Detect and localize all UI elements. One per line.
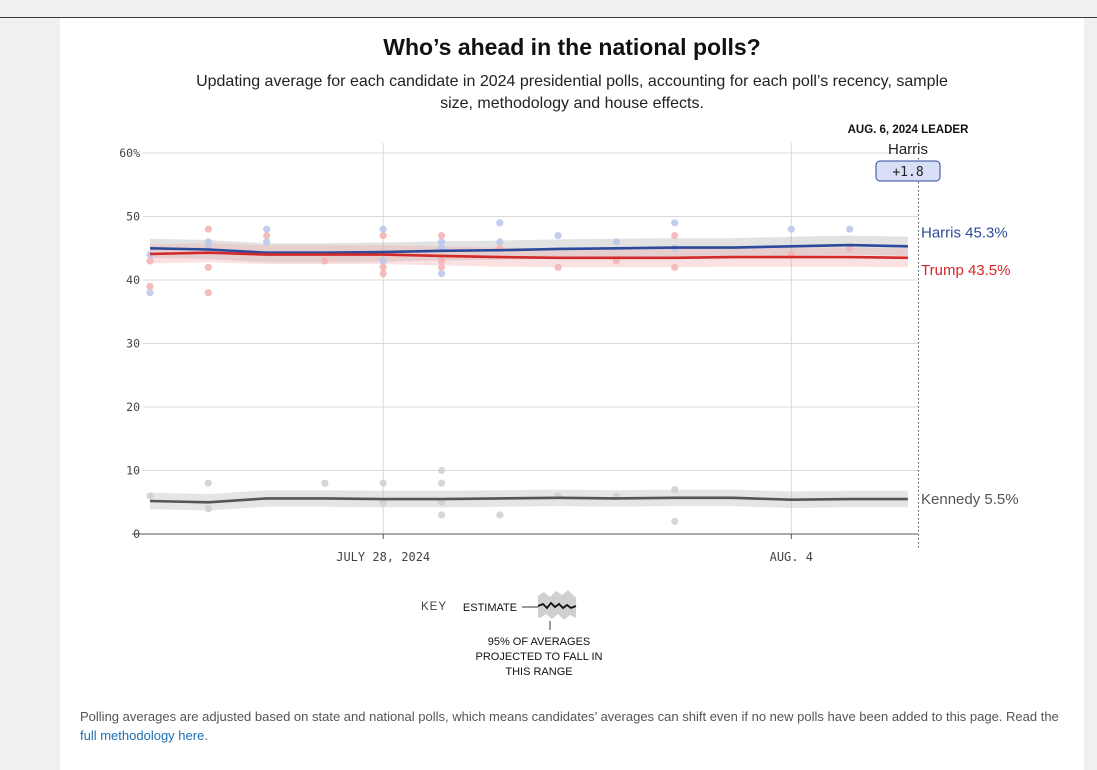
harris-poll-dot — [496, 238, 504, 246]
leader-date-label: AUG. 6, 2024 LEADER — [848, 124, 969, 136]
series-end-labels: Harris 45.3% Trump 43.5% Kennedy 5.5% — [921, 224, 1019, 508]
kennedy-band — [150, 489, 908, 511]
footnote-end: . — [204, 728, 208, 743]
kennedy-poll-dot — [204, 505, 212, 513]
methodology-link[interactable]: full methodology here — [80, 728, 205, 743]
kennedy-end-label: Kennedy 5.5% — [921, 491, 1019, 508]
kennedy-poll-dot — [496, 511, 504, 519]
chart-title: Who’s ahead in the national polls? — [383, 34, 761, 60]
trump-poll-dot — [146, 282, 154, 290]
y-tick-label: 60% — [119, 146, 140, 160]
kennedy-poll-dot — [437, 498, 446, 506]
trump-poll-dot — [263, 231, 271, 240]
kennedy-poll-dot — [204, 479, 212, 487]
y-tick-label: 40 — [126, 273, 140, 287]
harris-poll-dot — [263, 225, 271, 233]
harris-poll-dot — [263, 238, 271, 246]
trump-poll-dot — [379, 270, 387, 278]
harris-poll-dot — [496, 219, 504, 227]
harris-poll-dot — [671, 219, 679, 227]
average-lines — [149, 243, 908, 504]
trump-poll-dot — [204, 225, 212, 233]
harris-poll-dot — [787, 225, 795, 233]
grid — [143, 143, 918, 534]
y-tick-label: 10 — [126, 464, 140, 478]
trump-poll-dot — [671, 231, 679, 240]
x-tick-label: JULY 28, 2024 — [336, 550, 430, 564]
kennedy-poll-dot — [671, 517, 679, 525]
harris-poll-dot — [554, 231, 562, 240]
trump-poll-dot — [204, 263, 212, 271]
y-tick-label: 30 — [126, 337, 140, 351]
harris-poll-dot — [146, 289, 154, 297]
kennedy-poll-dot — [379, 479, 387, 487]
methodology-footnote: Polling averages are adjusted based on s… — [80, 707, 1070, 745]
chart-card: Who’s ahead in the national polls? Updat… — [60, 18, 1084, 770]
harris-poll-dot — [204, 238, 212, 246]
kennedy-poll-dot — [379, 498, 387, 506]
trump-poll-dot — [379, 263, 387, 271]
trump-poll-dot — [379, 231, 387, 240]
key-label: KEY — [421, 601, 447, 613]
kennedy-poll-dot — [437, 466, 446, 475]
trump-poll-dot — [437, 231, 446, 240]
key-range-note-2: PROJECTED TO FALL IN — [476, 651, 603, 663]
y-tick-label: 50 — [126, 210, 140, 224]
trump-poll-dot — [846, 244, 854, 252]
trump-poll-dot — [321, 257, 329, 265]
leader-name: Harris — [888, 141, 928, 158]
key-range-note-1: 95% OF AVERAGES — [488, 636, 591, 648]
trump-poll-dot — [554, 263, 562, 271]
trump-average-line — [149, 251, 908, 260]
trump-poll-dot — [204, 289, 212, 297]
harris-poll-dot — [379, 257, 387, 265]
leader-margin-badge — [875, 160, 941, 182]
trump-band — [150, 243, 908, 268]
harris-average-line — [149, 243, 908, 254]
trump-end-label: Trump 43.5% — [921, 262, 1010, 279]
kennedy-poll-dot — [321, 479, 329, 487]
chart-subtitle: Updating average for each candidate in 2… — [196, 73, 948, 112]
kennedy-poll-dot — [437, 511, 446, 519]
trump-poll-dot — [437, 257, 446, 265]
harris-poll-dot — [612, 238, 621, 246]
kennedy-poll-dot — [146, 492, 154, 500]
trump-poll-dot — [612, 257, 621, 265]
trump-poll-dot — [146, 257, 154, 265]
y-tick-label: 20 — [126, 400, 140, 414]
top-border — [0, 17, 1097, 18]
trump-poll-dot — [671, 263, 679, 271]
trump-poll-dot — [437, 263, 446, 271]
key-estimate-line — [537, 601, 577, 610]
harris-poll-dot — [379, 225, 387, 233]
footnote-text: Polling averages are adjusted based on s… — [80, 709, 1059, 724]
harris-poll-dot — [437, 238, 446, 246]
kennedy-average-line — [149, 496, 908, 504]
key-estimate-label: ESTIMATE — [463, 602, 517, 614]
harris-poll-dot — [846, 225, 854, 233]
x-tick-label: AUG. 4 — [770, 550, 813, 564]
harris-poll-dot — [437, 270, 446, 278]
confidence-bands — [150, 235, 908, 511]
kennedy-poll-dot — [671, 485, 679, 494]
key-range-note-3: THIS RANGE — [505, 666, 572, 678]
leader-margin: +1.8 — [892, 165, 923, 180]
y-tick-label: 0 — [133, 527, 140, 541]
kennedy-poll-dot — [437, 479, 446, 487]
axes: 0 10 20 30 40 50 60% JULY 28, 2024 AUG. 4 — [119, 146, 918, 564]
harris-end-label: Harris 45.3% — [921, 224, 1008, 241]
poll-chart: 0 10 20 30 40 50 60% JULY 28, 2024 AUG. 4 Harris… — [119, 124, 1019, 678]
